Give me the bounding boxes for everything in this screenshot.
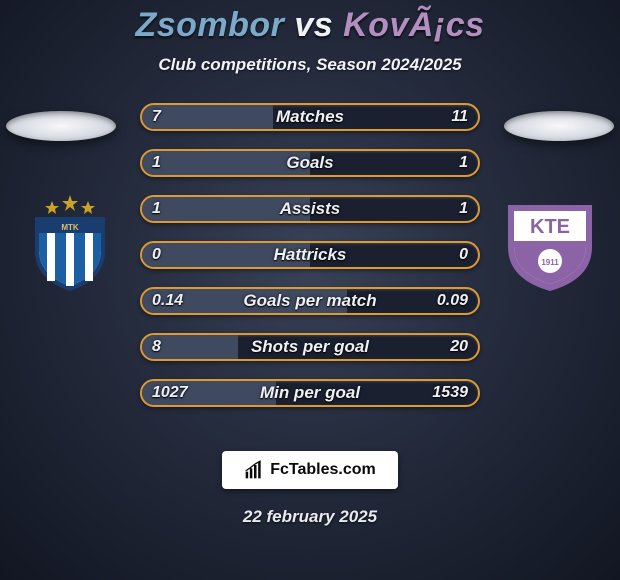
stat-label: Hattricks: [142, 243, 478, 267]
page-title: Zsombor vs KovÃ¡cs: [0, 0, 620, 45]
svg-text:MTK: MTK: [61, 223, 79, 232]
club-crest-right: KTE 1911: [500, 193, 600, 293]
club-crest-left: MTK: [20, 193, 120, 293]
brand-badge[interactable]: FcTables.com: [222, 451, 398, 489]
comparison-arena: MTK KTE 1911 711Matches 11Goals 11Assists 0…: [0, 103, 620, 433]
svg-text:1911: 1911: [541, 258, 559, 267]
stat-bar: 711Matches: [140, 103, 480, 131]
stat-label: Matches: [142, 105, 478, 129]
player1-name: Zsombor: [135, 6, 284, 44]
stat-bar: 820Shots per goal: [140, 333, 480, 361]
stat-label: Min per goal: [142, 381, 478, 405]
stat-bar: 11Goals: [140, 149, 480, 177]
crest-right-text: KTE: [530, 216, 570, 238]
pedestal-left: [6, 111, 116, 141]
stat-label: Goals per match: [142, 289, 478, 313]
stat-bar: 11Assists: [140, 195, 480, 223]
vs-text: vs: [294, 6, 333, 44]
brand-text: FcTables.com: [270, 461, 376, 479]
stat-bars: 711Matches 11Goals 11Assists 00Hattricks 0.1…: [140, 103, 480, 425]
crest-stars-icon: [45, 195, 95, 214]
pedestal-right: [504, 111, 614, 141]
stat-label: Shots per goal: [142, 335, 478, 359]
stat-bar: 00Hattricks: [140, 241, 480, 269]
stat-label: Goals: [142, 151, 478, 175]
footer-date: 22 february 2025: [0, 507, 620, 527]
stat-bar: 0.140.09Goals per match: [140, 287, 480, 315]
player2-name: KovÃ¡cs: [343, 6, 484, 44]
stat-label: Assists: [142, 197, 478, 221]
stat-bar: 10271539Min per goal: [140, 379, 480, 407]
subtitle: Club competitions, Season 2024/2025: [0, 55, 620, 75]
chart-icon: [244, 460, 264, 480]
